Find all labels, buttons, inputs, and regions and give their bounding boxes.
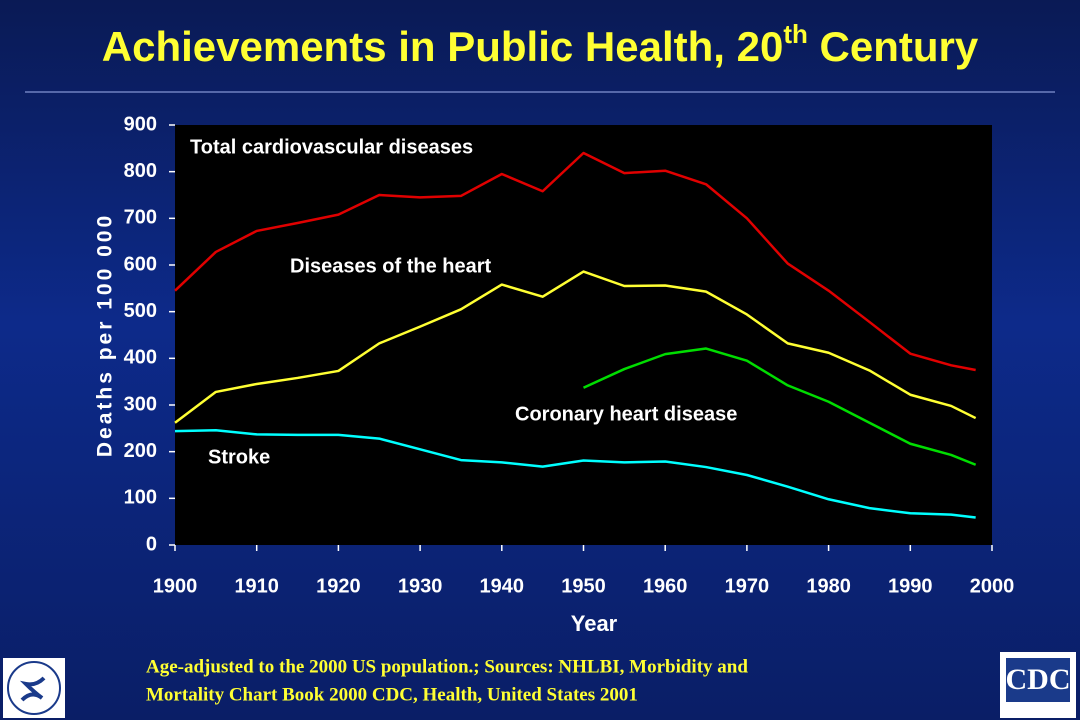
y-tick-label: 900 [124, 113, 157, 135]
series-line [174, 428, 976, 519]
title-part: Century [808, 23, 979, 70]
y-tick-label: 300 [124, 393, 157, 415]
x-tick-label: 1970 [725, 575, 770, 597]
series-label-bg [205, 446, 274, 469]
footnote: Age-adjusted to the 2000 US population.;… [146, 656, 748, 677]
x-tick-label: 1960 [643, 575, 688, 597]
x-tick-label: 1900 [153, 575, 198, 597]
x-tick-label: 1920 [316, 575, 361, 597]
series-line [174, 151, 976, 372]
y-tick-label: 400 [124, 347, 157, 369]
series-label: Total cardiovascular diseases [190, 136, 473, 158]
x-axis-title: Year [571, 611, 618, 636]
series-label: Diseases of the heart [290, 255, 492, 277]
y-tick-label: 0 [146, 533, 157, 555]
x-tick-label: 2000 [970, 575, 1015, 597]
x-tick-label: 1980 [806, 575, 851, 597]
series-line [174, 270, 977, 424]
series-label: Stroke [208, 446, 270, 468]
y-tick-label: 800 [124, 160, 157, 182]
hhs-logo [3, 658, 65, 718]
series-line [582, 347, 977, 466]
x-tick-label: 1910 [234, 575, 279, 597]
x-tick-label: 1990 [888, 575, 933, 597]
y-tick-label: 100 [124, 487, 157, 509]
series-label-bg [287, 255, 495, 278]
y-axis-title: Deaths per 100 000 [94, 213, 117, 457]
chart-title: Achievements in Public Health, 20th Cent… [102, 19, 979, 70]
cdc-logo-text: CDC [1006, 663, 1071, 696]
y-tick-label: 500 [124, 300, 157, 322]
footnote: Mortality Chart Book 2000 CDC, Health, U… [146, 684, 638, 705]
y-tick-label: 700 [124, 207, 157, 229]
x-tick-label: 1950 [561, 575, 606, 597]
y-tick-label: 200 [124, 440, 157, 462]
series-label-bg [512, 403, 741, 426]
series-label-bg [187, 136, 477, 159]
title-superscript: th [783, 19, 808, 49]
series-label: Coronary heart disease [515, 403, 737, 425]
cdc-logo: CDC [1000, 652, 1076, 718]
x-tick-label: 1940 [480, 575, 525, 597]
title-part: Achievements in Public Health, 20 [102, 23, 784, 70]
plot-area [175, 125, 992, 545]
y-tick-label: 600 [124, 253, 157, 275]
x-tick-label: 1930 [398, 575, 443, 597]
